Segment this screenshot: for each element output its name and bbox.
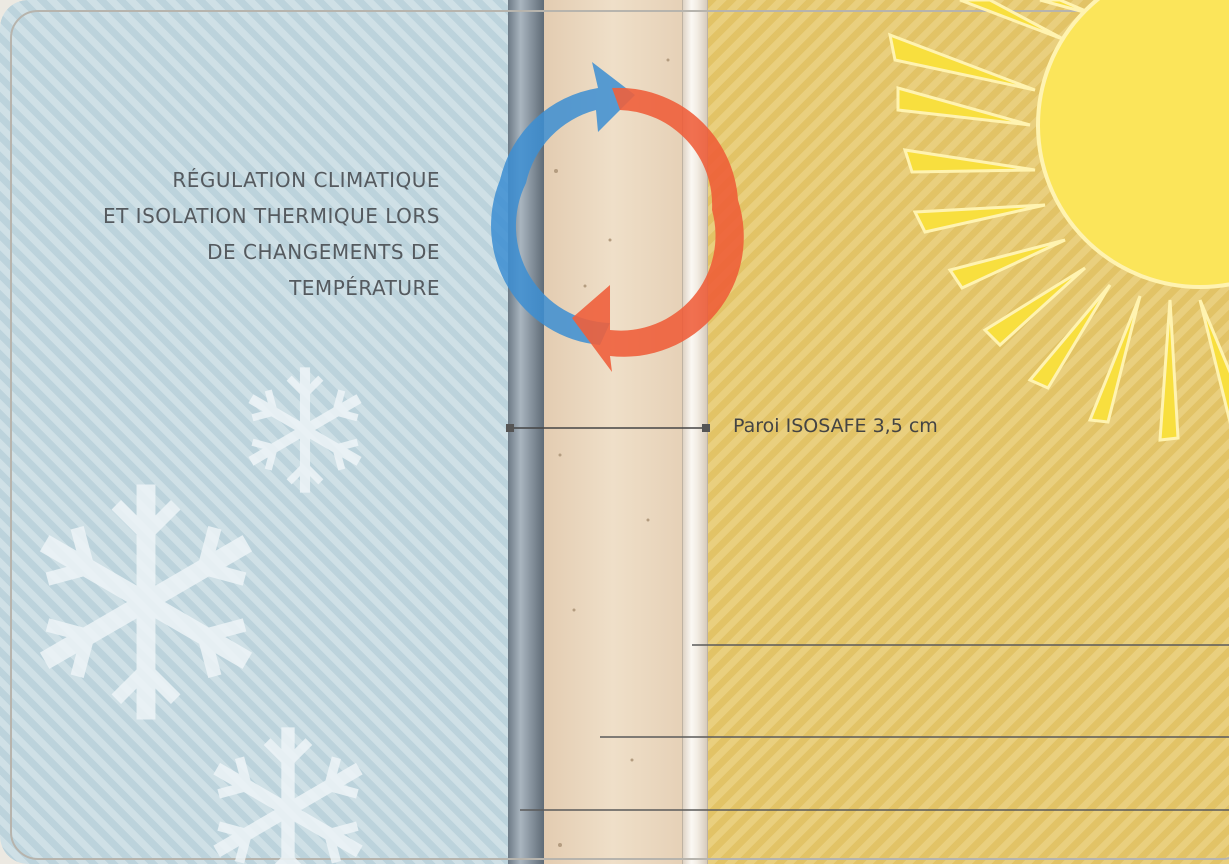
wall-label: Paroi ISOSAFE 3,5 cm [733,415,938,437]
concrete-layer [544,0,682,864]
cycle-arrows-icon [491,62,744,373]
concrete-texture [554,58,670,847]
snowflake-icon [252,372,357,487]
callout-line [506,424,710,432]
cold-side [0,0,508,864]
snowflake-icon [219,734,358,864]
heading-line: DE CHANGEMENTS DE [207,240,440,264]
heading-line: TEMPÉRATURE [289,276,440,300]
diagram-heading: RÉGULATION CLIMATIQUE ET ISOLATION THERM… [20,162,440,306]
heading-line: RÉGULATION CLIMATIQUE [172,168,440,192]
sun-icon [887,0,1229,442]
heading-line: ET ISOLATION THERMIQUE LORS [102,204,440,228]
leader-lines [520,644,1229,811]
snowflake-icon [47,494,244,710]
